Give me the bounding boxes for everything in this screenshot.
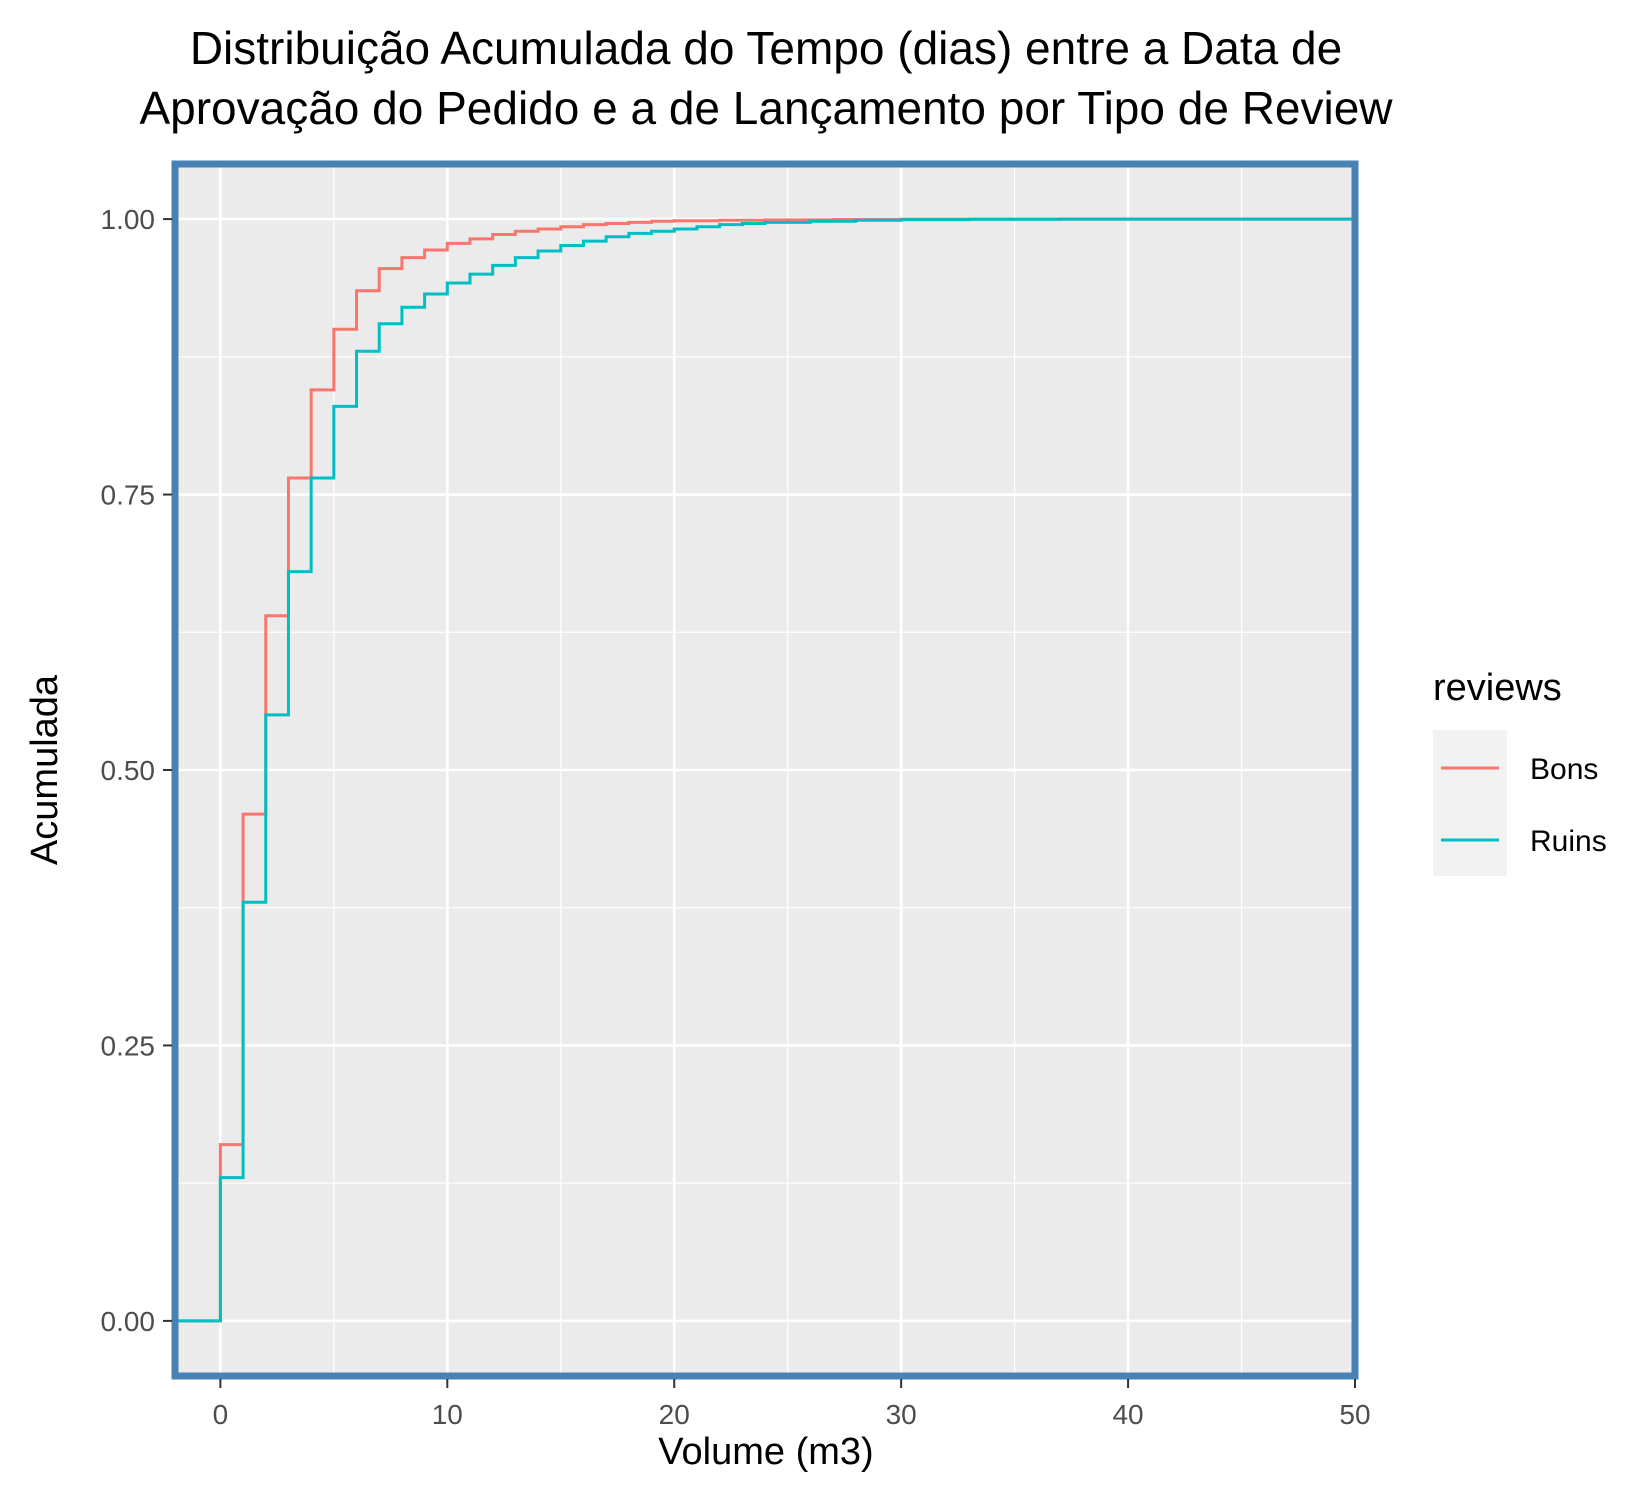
x-axis-ticks: 0 10 20 30 40 50 (213, 1379, 1371, 1430)
y-tick-label: 0.75 (101, 480, 156, 511)
x-tick-label: 50 (1339, 1399, 1370, 1430)
series-line-ruins (175, 217, 1355, 1323)
x-tick-label: 20 (659, 1399, 690, 1430)
y-tick-label: 0.00 (101, 1306, 156, 1337)
legend: reviews Bons Ruins (1433, 667, 1607, 876)
x-tick-label: 30 (886, 1399, 917, 1430)
x-tick-label: 40 (1112, 1399, 1143, 1430)
x-axis-title: Volume (m3) (658, 1431, 873, 1473)
legend-key-background (1433, 730, 1507, 876)
legend-title: reviews (1433, 667, 1562, 709)
series-layer (175, 217, 1355, 1323)
chart-title-line-2: Aprovação do Pedido e a de Lançamento po… (139, 82, 1393, 134)
series-line-bons (175, 217, 1355, 1323)
y-axis-ticks: 0.00 0.25 0.50 0.75 1.00 (101, 204, 172, 1337)
legend-label-ruins: Ruins (1530, 825, 1607, 858)
legend-label-bons: Bons (1530, 753, 1598, 786)
chart-title-line-1: Distribuição Acumulada do Tempo (dias) e… (190, 22, 1342, 74)
x-tick-label: 10 (432, 1399, 463, 1430)
y-tick-label: 0.25 (101, 1030, 156, 1061)
y-axis-title: Acumulada (24, 674, 66, 865)
y-tick-label: 1.00 (101, 204, 156, 235)
plot-panel-border (171, 160, 1359, 1380)
y-tick-label: 0.50 (101, 755, 156, 786)
x-tick-label: 0 (213, 1399, 229, 1430)
